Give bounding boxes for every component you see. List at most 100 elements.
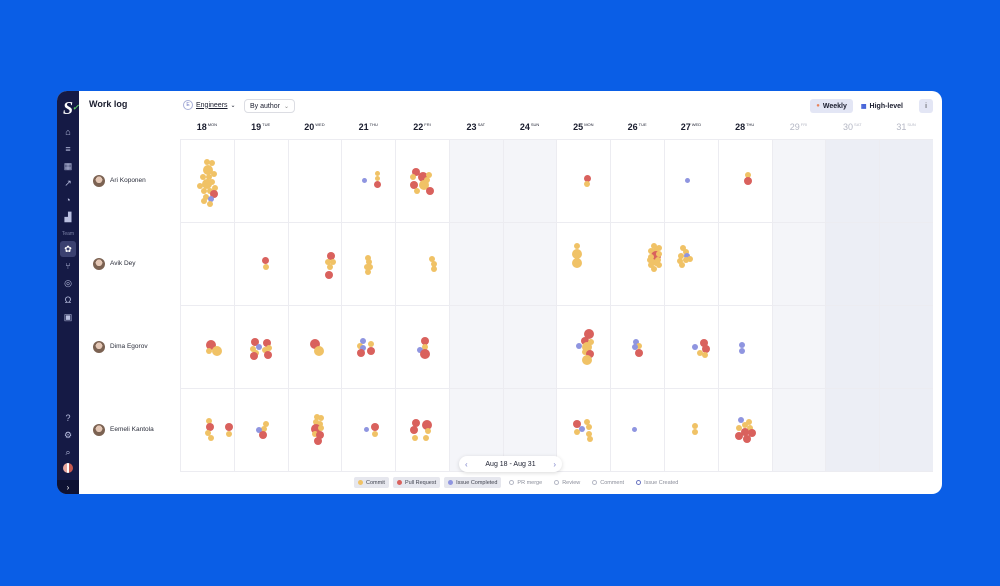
- commit-dot[interactable]: [206, 348, 212, 354]
- commit-dot[interactable]: [260, 426, 267, 432]
- pull-request-dot[interactable]: [313, 437, 322, 445]
- commit-dot[interactable]: [265, 345, 272, 351]
- commit-dot[interactable]: [584, 419, 591, 425]
- commit-dot[interactable]: [692, 429, 699, 435]
- sidebar-item-home[interactable]: ⌂: [60, 124, 76, 140]
- legend-item-review[interactable]: Review: [550, 477, 584, 488]
- pull-request-dot[interactable]: [258, 431, 267, 439]
- commit-dot[interactable]: [374, 175, 380, 181]
- pull-request-dot[interactable]: [309, 339, 320, 349]
- pull-request-dot[interactable]: [373, 180, 381, 188]
- commit-dot[interactable]: [426, 172, 433, 178]
- commit-dot[interactable]: [226, 431, 232, 437]
- day-cell[interactable]: [180, 140, 234, 222]
- commit-dot[interactable]: [745, 419, 752, 425]
- sidebar-item-chat[interactable]: ▣: [60, 309, 76, 325]
- commit-dot[interactable]: [587, 436, 594, 442]
- commit-dot[interactable]: [366, 259, 373, 265]
- commit-dot[interactable]: [329, 259, 336, 265]
- commit-dot[interactable]: [412, 435, 419, 441]
- commit-dot[interactable]: [572, 249, 583, 259]
- commit-dot[interactable]: [636, 343, 643, 349]
- commit-dot[interactable]: [425, 428, 432, 434]
- commit-dot[interactable]: [200, 174, 206, 180]
- day-cell[interactable]: [180, 389, 234, 471]
- commit-dot[interactable]: [422, 344, 429, 350]
- commit-dot[interactable]: [648, 248, 655, 254]
- commit-dot[interactable]: [316, 421, 323, 427]
- pull-request-dot[interactable]: [422, 420, 433, 430]
- day-cell[interactable]: [448, 223, 503, 305]
- commit-dot[interactable]: [584, 181, 591, 187]
- commit-dot[interactable]: [692, 423, 699, 429]
- day-cell[interactable]: [233, 140, 288, 222]
- pull-request-dot[interactable]: [742, 435, 751, 443]
- issue-dot[interactable]: [738, 342, 745, 348]
- group-by-dropdown[interactable]: By author ⌄: [244, 99, 295, 113]
- day-cell[interactable]: [287, 389, 342, 471]
- commit-dot[interactable]: [419, 180, 430, 190]
- issue-dot[interactable]: [360, 338, 367, 344]
- day-cell[interactable]: [825, 140, 880, 222]
- day-cell[interactable]: [287, 140, 342, 222]
- commit-dot[interactable]: [367, 264, 374, 270]
- commit-dot[interactable]: [651, 266, 658, 272]
- commit-dot[interactable]: [423, 435, 430, 441]
- person-row[interactable]: Eemeli Kantola: [89, 388, 179, 471]
- issue-dot[interactable]: [631, 426, 637, 432]
- day-cell[interactable]: [664, 389, 718, 471]
- commit-dot[interactable]: [431, 261, 438, 267]
- commit-dot[interactable]: [201, 188, 207, 194]
- sidebar-item-help[interactable]: ?: [60, 410, 76, 426]
- commit-dot[interactable]: [201, 198, 207, 204]
- day-cell[interactable]: [610, 306, 664, 388]
- commit-dot[interactable]: [211, 171, 217, 177]
- commit-dot[interactable]: [683, 257, 690, 263]
- commit-dot[interactable]: [744, 172, 751, 178]
- day-cell[interactable]: [180, 306, 234, 388]
- pull-request-dot[interactable]: [743, 177, 752, 185]
- commit-dot[interactable]: [588, 339, 595, 345]
- commit-dot[interactable]: [212, 185, 218, 191]
- day-cell[interactable]: [771, 306, 826, 388]
- commit-dot[interactable]: [262, 421, 269, 427]
- commit-dot[interactable]: [261, 347, 268, 353]
- issue-dot[interactable]: [692, 344, 699, 350]
- day-cell[interactable]: [502, 223, 557, 305]
- commit-dot[interactable]: [372, 431, 379, 437]
- pull-request-dot[interactable]: [421, 337, 430, 345]
- sidebar-item-chart-pie[interactable]: ◔: [60, 192, 76, 208]
- pull-request-dot[interactable]: [371, 423, 380, 431]
- engineers-filter[interactable]: E Engineers ⌄: [183, 100, 236, 110]
- pull-request-dot[interactable]: [324, 271, 333, 279]
- commit-dot[interactable]: [586, 424, 593, 430]
- day-cell[interactable]: [771, 389, 826, 471]
- commit-dot[interactable]: [656, 262, 663, 268]
- commit-dot[interactable]: [680, 245, 687, 251]
- legend-item-issue-created[interactable]: Issue Created: [632, 477, 682, 488]
- commit-dot[interactable]: [204, 159, 210, 165]
- pull-request-dot[interactable]: [747, 429, 756, 437]
- day-cell[interactable]: [287, 223, 342, 305]
- issue-dot[interactable]: [576, 343, 583, 349]
- pull-request-dot[interactable]: [410, 426, 419, 434]
- sidebar-item-bars[interactable]: ▟: [60, 209, 76, 225]
- commit-dot[interactable]: [702, 352, 709, 358]
- pull-request-dot[interactable]: [635, 349, 644, 357]
- commit-dot[interactable]: [677, 258, 684, 264]
- commit-dot[interactable]: [212, 346, 222, 356]
- pull-request-dot[interactable]: [206, 340, 216, 350]
- pull-request-dot[interactable]: [206, 423, 214, 431]
- day-cell[interactable]: [448, 306, 503, 388]
- day-cell[interactable]: [502, 306, 557, 388]
- commit-dot[interactable]: [656, 245, 663, 251]
- day-cell[interactable]: [771, 140, 826, 222]
- pull-request-dot[interactable]: [412, 419, 421, 427]
- commit-dot[interactable]: [205, 430, 211, 436]
- pull-request-dot[interactable]: [310, 424, 321, 434]
- legend-item-comment[interactable]: Comment: [588, 477, 628, 488]
- commit-dot[interactable]: [317, 415, 324, 421]
- commit-dot[interactable]: [429, 256, 436, 262]
- legend-item-pr-merge[interactable]: PR merge: [505, 477, 546, 488]
- commit-dot[interactable]: [365, 269, 372, 275]
